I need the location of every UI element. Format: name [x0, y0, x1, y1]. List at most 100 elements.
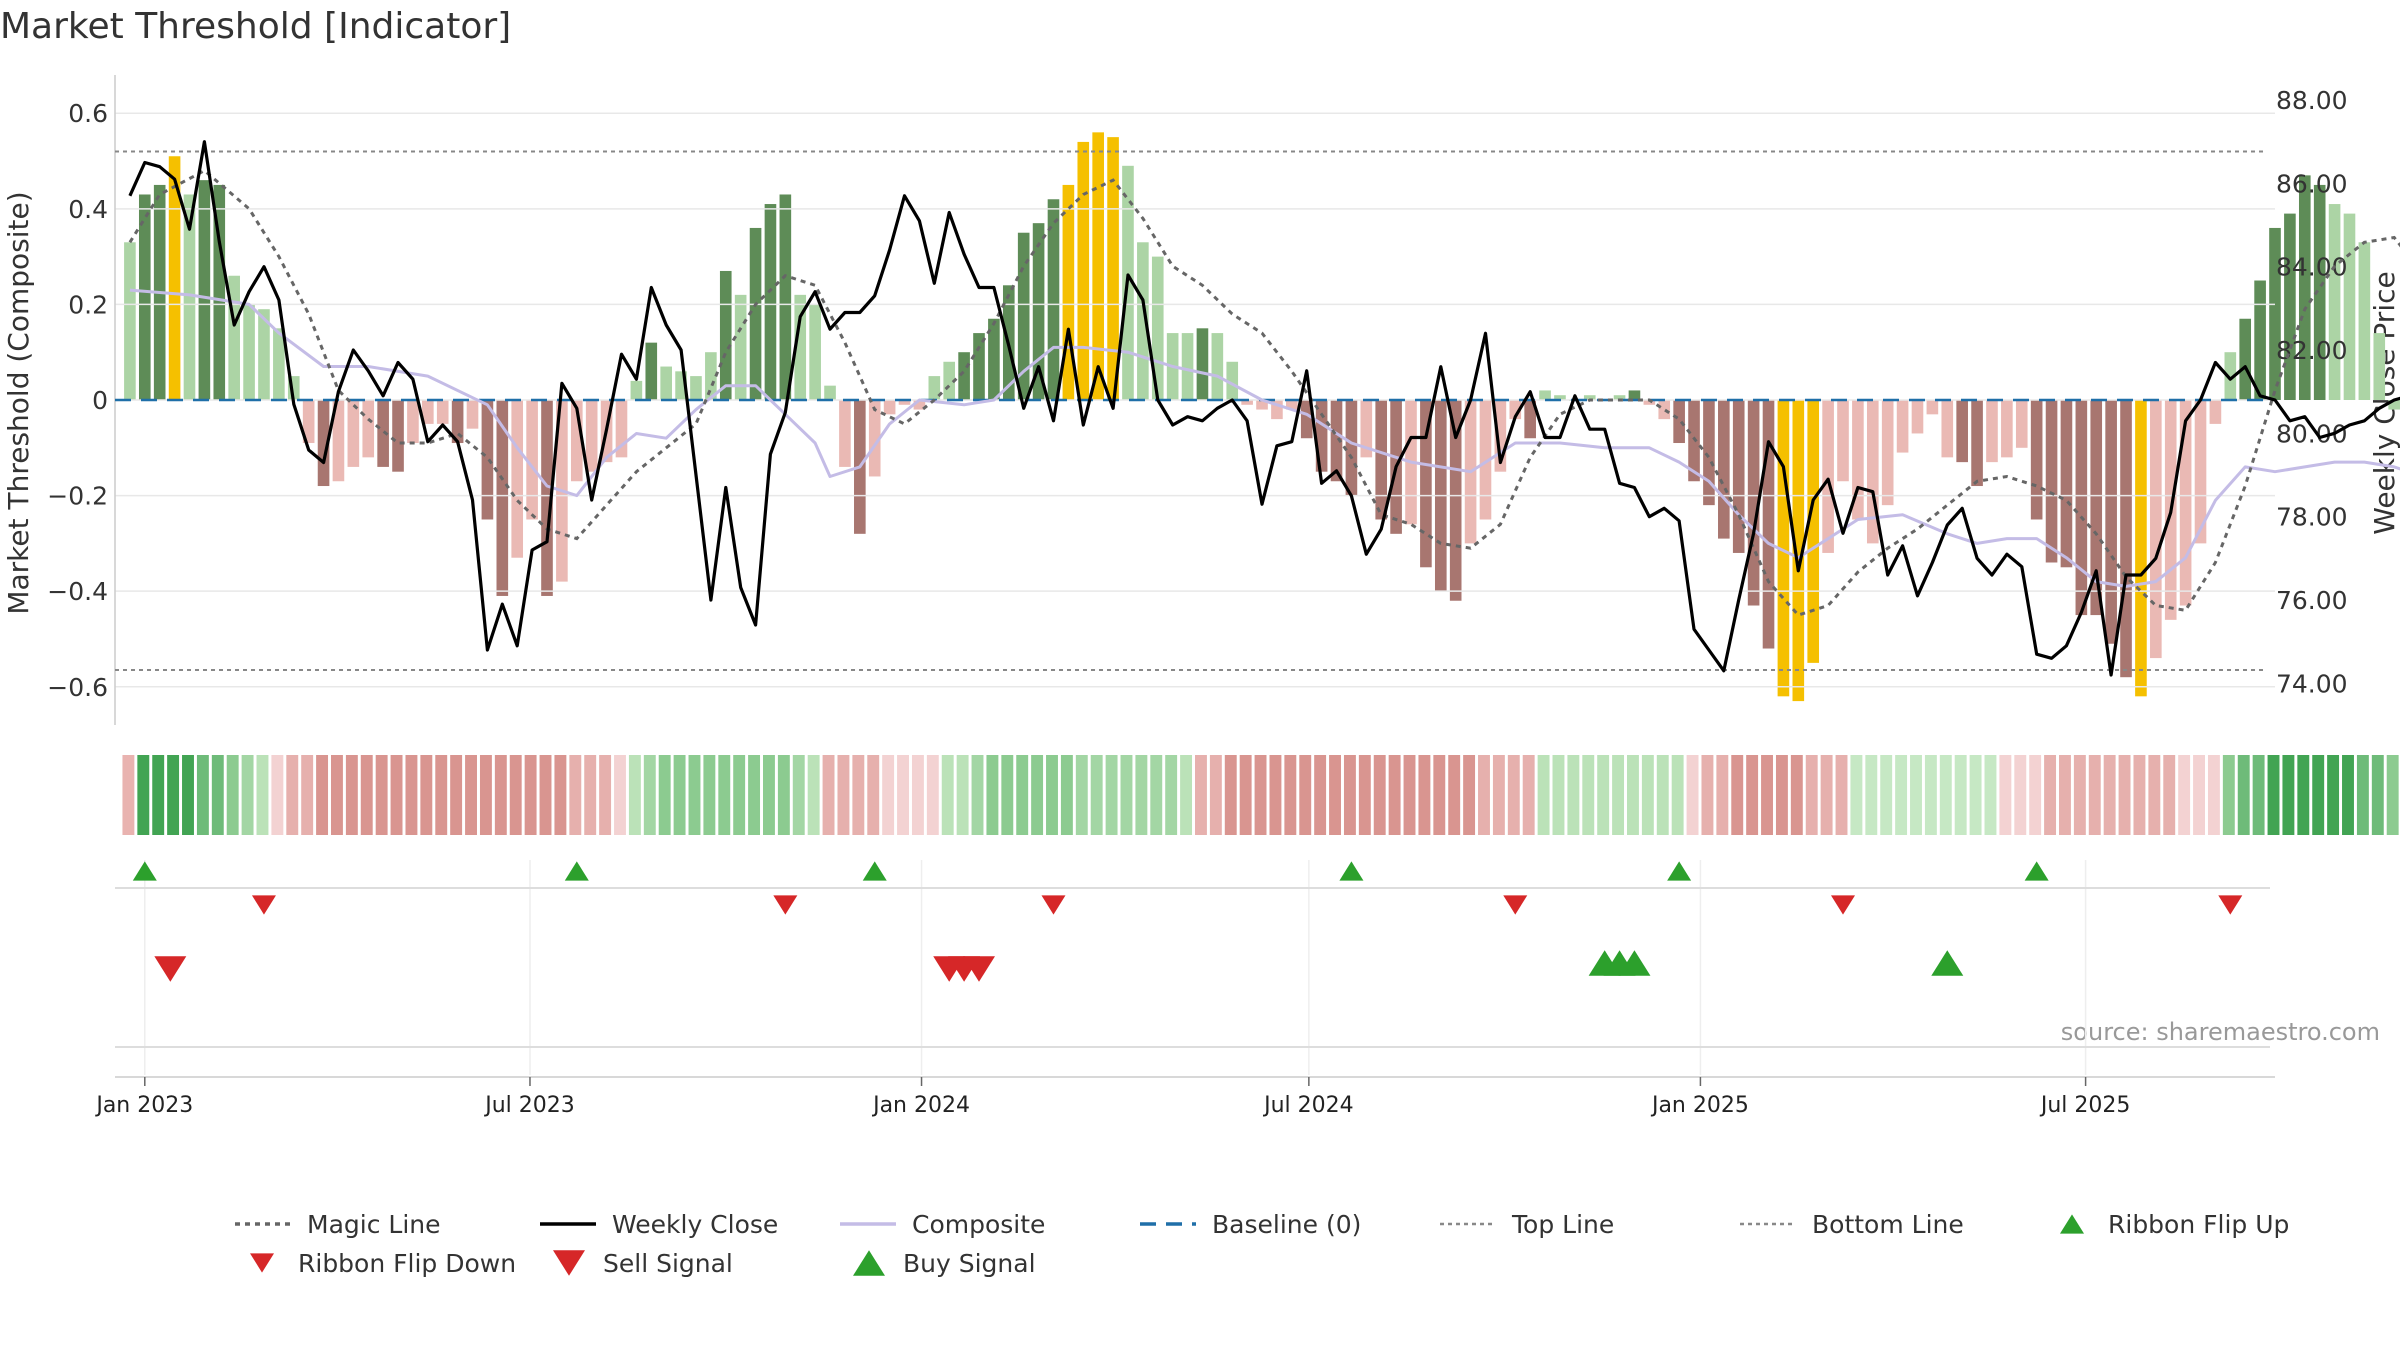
- x-tick-label: Jan 2023: [94, 1093, 193, 1118]
- ribbon-cell: [152, 755, 165, 835]
- composite-bar: [2313, 184, 2326, 400]
- composite-bar: [1241, 400, 1253, 405]
- composite-bar: [1956, 400, 1968, 463]
- composite-bar: [1613, 395, 1626, 400]
- ribbon-cell: [1492, 755, 1505, 835]
- composite-bar: [273, 328, 285, 400]
- ribbon-cell: [2044, 755, 2057, 835]
- ribbon-cell: [1805, 755, 1818, 835]
- composite-bar: [2060, 400, 2073, 568]
- x-tick-label: Jan 2024: [871, 1093, 970, 1118]
- composite-bar: [228, 275, 240, 400]
- composite-bar: [1494, 400, 1507, 472]
- ribbon-cell: [2207, 755, 2220, 835]
- composite-bar: [1137, 242, 1149, 400]
- composite-bar: [451, 400, 464, 444]
- ribbon-strip: [122, 755, 2399, 835]
- composite-bar: [913, 400, 926, 410]
- ribbon-cell: [1180, 755, 1193, 835]
- composite-bar: [1211, 333, 1224, 400]
- ribbon-cell: [1671, 755, 1684, 835]
- ribbon-flip-up-marker: [132, 861, 157, 881]
- composite-bar: [2328, 204, 2341, 400]
- ribbon-flip-down-marker: [1503, 895, 1528, 915]
- composite-bar: [868, 400, 881, 477]
- composite-bar: [1822, 400, 1834, 553]
- y2-tick-label: 74.00: [2276, 669, 2348, 698]
- y2-tick-label: 86.00: [2276, 169, 2348, 198]
- composite-bar: [1151, 256, 1164, 400]
- ribbon-cell: [2237, 755, 2250, 835]
- y2-tick-label: 78.00: [2276, 503, 2348, 532]
- ribbon-cell: [509, 755, 522, 835]
- ribbon-cell: [1343, 755, 1356, 835]
- ribbon-cell: [1031, 755, 1044, 835]
- composite-bar: [213, 184, 226, 400]
- ribbon-cell: [167, 755, 180, 835]
- composite-bar: [719, 270, 732, 400]
- ribbon-cell: [1329, 755, 1341, 835]
- composite-bar: [124, 242, 136, 400]
- ribbon-cell: [1641, 755, 1654, 835]
- composite-bar: [1837, 400, 1849, 482]
- composite-bar: [630, 380, 643, 400]
- composite-bar: [2150, 400, 2162, 659]
- x-tick-label: Jul 2024: [1262, 1093, 1354, 1118]
- composite-bar: [1196, 328, 1209, 400]
- composite-bar: [1479, 400, 1492, 520]
- ribbon-cell: [286, 755, 299, 835]
- ribbon-cell: [2178, 755, 2191, 835]
- composite-bar: [1926, 400, 1939, 415]
- composite-bar: [1107, 137, 1119, 400]
- ribbon-cell: [2118, 755, 2131, 835]
- ribbon-cell: [2252, 755, 2265, 835]
- ribbon-cell: [1090, 755, 1103, 835]
- ribbon-cell: [2103, 755, 2116, 835]
- ribbon-cell: [435, 755, 448, 835]
- ribbon-flip-down-marker: [251, 895, 276, 915]
- ribbon-cell: [1209, 755, 1222, 835]
- composite-bar: [2373, 333, 2386, 400]
- composite-bar: [496, 400, 509, 596]
- composite-bar: [1986, 400, 1998, 463]
- ribbon-cell: [2133, 755, 2146, 835]
- ribbon-cell: [2014, 755, 2027, 835]
- composite-bar: [2209, 400, 2222, 424]
- composite-bar: [1673, 400, 1685, 444]
- ribbon-cell: [1850, 755, 1863, 835]
- buy-signal-marker: [1618, 950, 1651, 976]
- ribbon-cell: [2088, 755, 2101, 835]
- ribbon-cell: [2163, 755, 2176, 835]
- ribbon-cell: [554, 755, 567, 835]
- legend-label: Top Line: [1511, 1210, 1614, 1239]
- composite-bar: [422, 400, 434, 424]
- ribbon-cell: [1761, 755, 1773, 835]
- ribbon-cell: [852, 755, 865, 835]
- ribbon-cell: [1433, 755, 1446, 835]
- ribbon-cell: [1150, 755, 1163, 835]
- ribbon-cell: [1016, 755, 1029, 835]
- ribbon-cell: [1552, 755, 1565, 835]
- ribbon-cell: [479, 755, 492, 835]
- ribbon-cell: [2029, 755, 2042, 835]
- x-tick-label: Jan 2025: [1650, 1093, 1749, 1118]
- ribbon-cell: [1582, 755, 1595, 835]
- ribbon-cell: [1924, 755, 1937, 835]
- composite-bar: [1718, 400, 1730, 539]
- composite-bar: [1941, 400, 1954, 458]
- ribbon-cell: [2356, 755, 2369, 835]
- ribbon-cell: [122, 755, 135, 835]
- composite-bar: [1703, 400, 1715, 506]
- ribbon-cell: [345, 755, 358, 835]
- y-tick-label: 0.2: [68, 290, 108, 319]
- composite-bar: [1777, 400, 1790, 697]
- ribbon-cell: [1969, 755, 1982, 835]
- legend-label: Weekly Close: [612, 1210, 778, 1239]
- y-tick-label: 0.6: [68, 99, 108, 128]
- ribbon-cell: [1478, 755, 1490, 835]
- composite-bar: [466, 400, 479, 429]
- ribbon-flip-up-marker: [1667, 861, 1692, 881]
- composite-bar: [1881, 400, 1894, 506]
- ribbon-cell: [331, 755, 343, 835]
- composite-bar: [973, 333, 985, 400]
